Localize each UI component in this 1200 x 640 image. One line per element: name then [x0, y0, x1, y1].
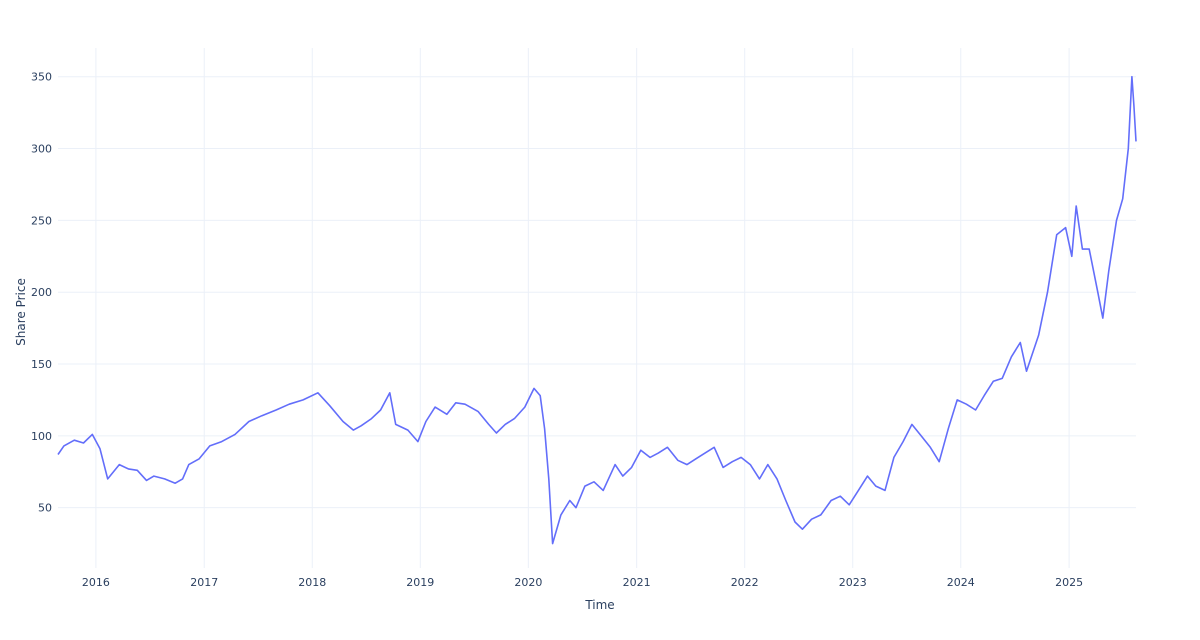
x-tick-label: 2023: [839, 576, 867, 589]
x-tick-label: 2024: [947, 576, 975, 589]
series-layer: [57, 75, 1137, 545]
share-price-series-line: [57, 75, 1137, 545]
x-tick-label: 2018: [298, 576, 326, 589]
y-tick-label: 200: [31, 286, 52, 299]
y-tick-label: 100: [31, 430, 52, 443]
x-tick-label: 2017: [190, 576, 218, 589]
y-tick-labels: 50 100 150 200 250 300 350: [31, 71, 52, 515]
x-tick-label: 2025: [1055, 576, 1083, 589]
y-gridlines: [58, 76, 1136, 509]
y-tick-label: 300: [31, 143, 52, 156]
y-tick-label: 50: [38, 502, 52, 515]
y-tick-label: 250: [31, 214, 52, 227]
x-gridlines: [95, 48, 1070, 568]
x-tick-label: 2020: [514, 576, 542, 589]
y-tick-label: 350: [31, 71, 52, 84]
x-tick-label: 2016: [82, 576, 110, 589]
x-tick-label: 2021: [623, 576, 651, 589]
x-tick-label: 2019: [406, 576, 434, 589]
x-tick-label: 2022: [731, 576, 759, 589]
y-axis-title: Share Price: [14, 278, 28, 346]
x-axis-title: Time: [584, 598, 614, 612]
y-tick-label: 150: [31, 358, 52, 371]
x-tick-labels: 2016 2017 2018 2019 2020 2021 2022 2023 2024 2025: [82, 576, 1083, 589]
